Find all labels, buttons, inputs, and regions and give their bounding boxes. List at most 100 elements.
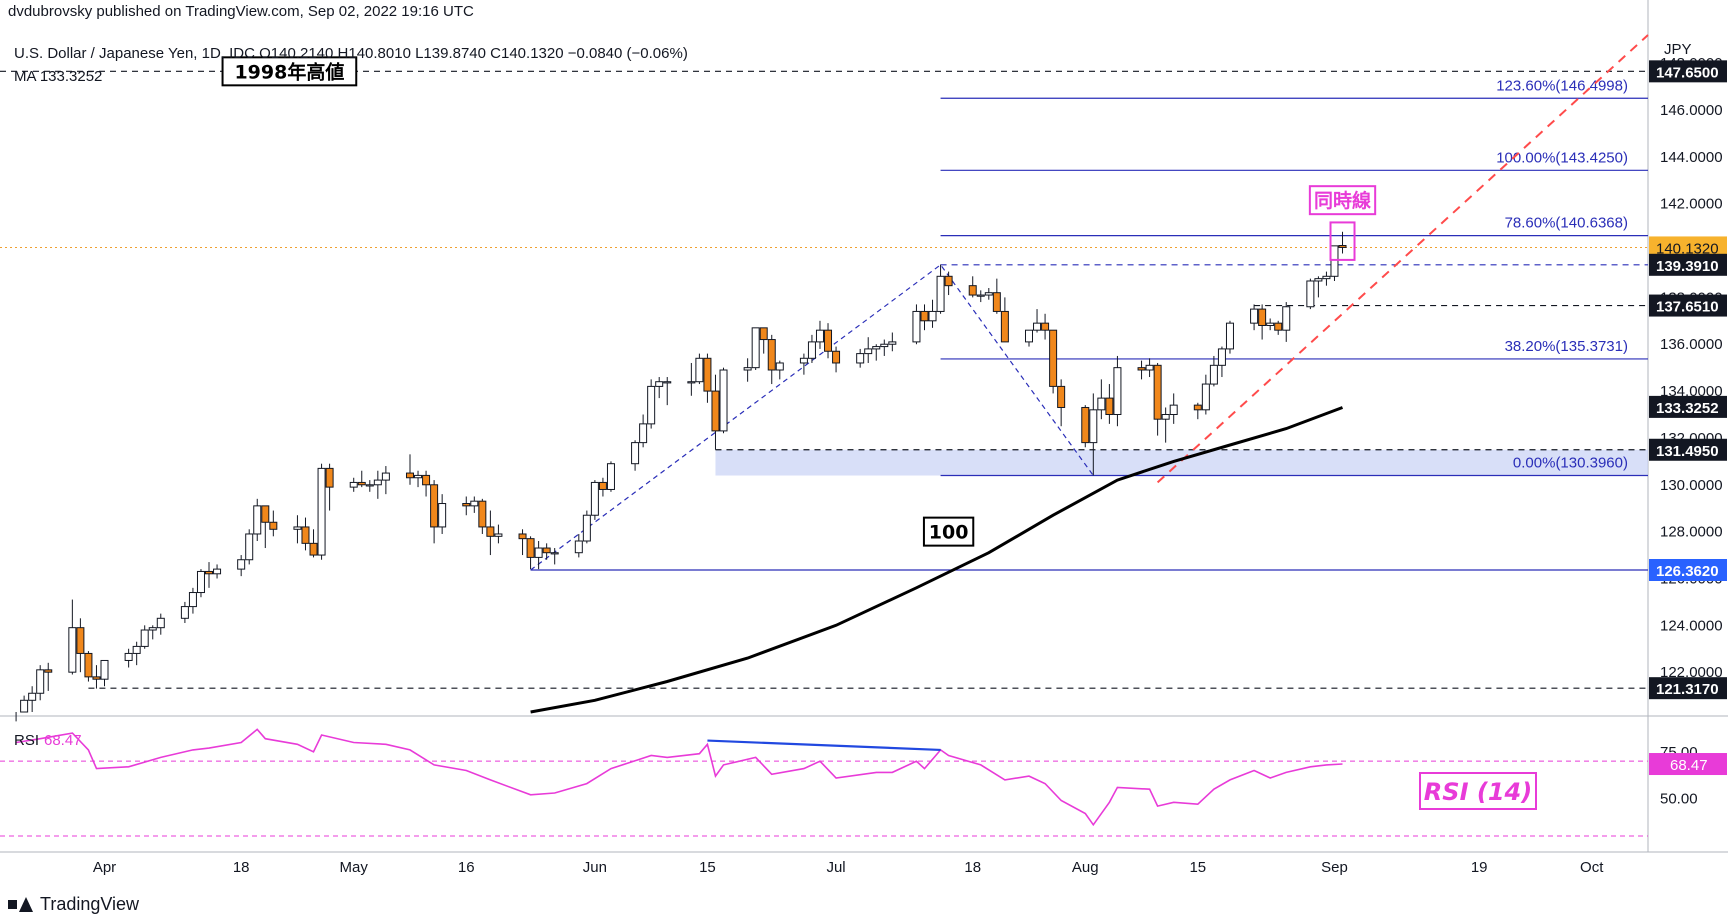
candle-body (582, 514, 591, 542)
candle-body (1338, 245, 1347, 248)
x-tick-label-8: Aug (1072, 859, 1099, 876)
candle-2022-05-18 (478, 498, 487, 534)
candle-2022-03-29 (76, 618, 85, 673)
candle-body (1266, 322, 1275, 326)
candle-body (968, 285, 977, 296)
y-tick-label-0: 122.0000 (1660, 664, 1723, 681)
candle-body (261, 505, 270, 523)
candle-2022-06-22 (759, 327, 768, 354)
candle-2022-03-28 (68, 599, 77, 675)
candles-layer (15, 231, 1347, 722)
candle-2022-04-08 (156, 613, 165, 635)
candle-body (1282, 306, 1291, 331)
annotation-text: 同時線 (1314, 189, 1371, 212)
y-tick-label-10: 142.0000 (1660, 196, 1723, 213)
candle-body (205, 570, 214, 575)
candle-2022-05-11 (422, 470, 431, 497)
x-tick-label-3: 16 (458, 859, 475, 876)
candle-body (44, 669, 53, 673)
price-tag-bg (1649, 60, 1727, 83)
candle-2022-08-15 (1193, 402, 1202, 420)
candle-2022-05-26 (542, 543, 551, 560)
candle-2022-05-20 (494, 524, 503, 544)
candle-body (1137, 367, 1146, 371)
rsi-value-tag-bg (1649, 753, 1727, 776)
candle-2022-06-10 (663, 377, 672, 406)
candle-2022-04-18 (237, 555, 246, 577)
x-tick-label-7: 18 (964, 859, 981, 876)
x-tick-label-5: 15 (699, 859, 716, 876)
candle-body (1041, 322, 1050, 331)
candle-2022-08-02 (1089, 393, 1098, 476)
candle-body (470, 500, 479, 507)
y-tick-label-4: 130.0000 (1660, 477, 1723, 494)
x-tick-label-1: 18 (233, 859, 250, 876)
candle-2022-04-05 (132, 641, 141, 666)
candle-2022-08-11 (1161, 407, 1170, 443)
annotation-2: 同時線 (1308, 185, 1377, 216)
candle-body (518, 533, 527, 540)
candle-body (20, 699, 29, 713)
candle-2022-05-05 (373, 470, 382, 499)
price-tag-bg (1649, 253, 1727, 276)
candle-body (430, 484, 439, 528)
candle-body (767, 339, 776, 371)
candle-body (245, 533, 254, 561)
price-tag-1: 140.1320 (1649, 236, 1727, 259)
candle-body (976, 294, 985, 297)
candle-body (92, 676, 101, 680)
doji-highlight-box (1329, 221, 1356, 261)
candle-body (1217, 348, 1226, 366)
candle-body (590, 481, 599, 516)
rsi-legend-label: RSI (14, 732, 39, 749)
currency-label: JPY (1664, 41, 1692, 58)
tradingview-brand[interactable]: TradingView (8, 894, 139, 915)
candle-2022-07-20 (984, 288, 993, 300)
candle-body (542, 547, 551, 554)
x-tick-label-6: Jul (826, 859, 845, 876)
candle-body (606, 463, 615, 490)
y-tick-label-6: 134.0000 (1660, 383, 1723, 400)
candle-2022-06-01 (590, 480, 599, 520)
candle-body (36, 669, 45, 694)
rsi-tick-50: 50.00 (1660, 791, 1698, 808)
price-tag-7: 121.3170 (1649, 677, 1727, 700)
candle-2022-04-21 (261, 505, 270, 549)
price-tag-bg (1649, 395, 1727, 418)
annotation-box (221, 56, 358, 87)
x-tick-label-12: Oct (1580, 859, 1604, 876)
candle-2022-05-16 (462, 496, 471, 516)
candle-2022-04-20 (253, 498, 262, 541)
rsi-title-box (1419, 772, 1537, 810)
candle-2022-05-30 (574, 533, 583, 558)
price-tag-2: 139.3910 (1649, 253, 1727, 276)
price-tag-5: 131.4950 (1649, 438, 1727, 461)
candle-body (1306, 280, 1315, 308)
x-tick-label-11: 19 (1471, 859, 1488, 876)
candle-body (647, 385, 656, 425)
candle-2022-07-29 (1057, 379, 1066, 427)
candle-2022-07-14 (936, 264, 945, 314)
candle-2022-03-31 (92, 665, 101, 689)
candle-body (598, 481, 607, 490)
candle-body (631, 442, 640, 465)
candle-2022-04-22 (269, 510, 278, 537)
candle-2022-05-02 (349, 477, 358, 492)
candle-2022-05-17 (470, 496, 479, 513)
candle-2022-06-13 (687, 362, 696, 396)
rsi-legend-value: 68.47 (44, 732, 82, 749)
candle-body (438, 503, 447, 528)
price-tag-label: 126.3620 (1656, 563, 1719, 580)
candle-body (526, 538, 535, 558)
candle-body (655, 381, 664, 387)
candle-body (1322, 275, 1331, 280)
rsi-title-text: RSI (14) (1424, 778, 1532, 806)
rsi-value-tag: 68.47 (1670, 757, 1708, 774)
y-tick-label-7: 136.0000 (1660, 336, 1723, 353)
candle-2022-07-11 (912, 304, 921, 345)
price-tag-bg (1649, 558, 1727, 581)
candle-2022-04-04 (124, 648, 133, 668)
trend-lines-layer (530, 34, 1649, 571)
candle-2022-06-02 (598, 477, 607, 497)
